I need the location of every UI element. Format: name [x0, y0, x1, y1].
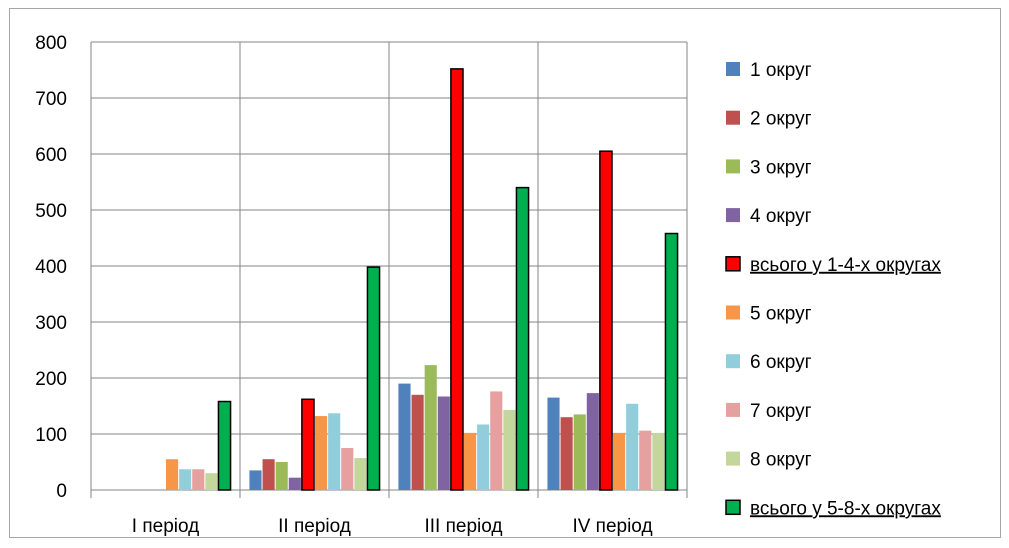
legend-swatch [726, 62, 740, 76]
bar [626, 403, 639, 490]
legend-swatch [726, 451, 740, 466]
bar [398, 383, 411, 490]
y-tick-label: 500 [35, 201, 67, 222]
bar [411, 394, 424, 490]
bar [179, 469, 192, 490]
legend-label: 5 округ [750, 304, 812, 325]
x-tick-label: II період [278, 516, 351, 537]
bar [477, 424, 490, 490]
legend-label: всього у 5-8-х округах [750, 498, 941, 519]
bar [275, 462, 288, 490]
bar [515, 186, 530, 491]
bar [450, 68, 464, 491]
bar [301, 398, 315, 491]
legend-label: 4 округ [750, 206, 812, 227]
y-tick-label: 800 [35, 33, 67, 54]
legend-label: 8 округ [750, 450, 812, 471]
bar [315, 416, 328, 490]
bar [490, 391, 503, 490]
bar [437, 396, 450, 490]
bar [613, 432, 626, 490]
y-tick-label: 300 [35, 313, 67, 334]
y-tick-label: 0 [56, 481, 67, 502]
legend-label: 7 округ [750, 401, 812, 422]
bar [217, 400, 232, 491]
bar [166, 459, 179, 490]
legend-label: 1 округ [750, 60, 812, 81]
bar [366, 266, 381, 491]
bar [328, 413, 341, 490]
legend-label: 6 округ [750, 352, 812, 373]
bar [639, 430, 652, 490]
axes: 0 100 200 300 400 500 600 700 800 I період II пері… [35, 33, 652, 537]
x-tick-label: IV період [572, 516, 652, 537]
y-tick-label: 400 [35, 257, 67, 278]
legend-swatch [726, 402, 740, 417]
bar [503, 409, 516, 490]
legend: 1 округ 2 округ 3 округ 4 округ всього у 1-4… [725, 60, 941, 519]
x-tick-label: I період [132, 516, 199, 537]
legend-swatch [726, 208, 740, 223]
bar [573, 414, 586, 490]
legend-swatch [726, 110, 740, 125]
bar [599, 150, 613, 491]
legend-swatch [726, 305, 740, 320]
y-tick-label: 600 [35, 145, 67, 166]
bar [560, 417, 573, 490]
bar [547, 397, 560, 490]
bar [652, 432, 665, 490]
legend-swatch [725, 256, 741, 272]
y-tick-label: 100 [35, 425, 67, 446]
x-tick-label: III період [425, 516, 503, 537]
bars [166, 68, 679, 491]
legend-swatch [726, 354, 740, 369]
y-tick-label: 700 [35, 89, 67, 110]
legend-swatch [726, 159, 740, 174]
bar [288, 477, 301, 490]
bar [262, 459, 275, 490]
legend-label: 2 округ [750, 109, 812, 130]
legend-label: 3 округ [750, 157, 812, 178]
bar [205, 473, 218, 490]
bar [424, 365, 437, 490]
legend-swatch [725, 499, 741, 516]
bar [586, 393, 599, 490]
y-tick-label: 200 [35, 369, 67, 390]
bar [354, 458, 367, 490]
bar [192, 469, 205, 490]
bar [341, 448, 354, 490]
legend-label: всього у 1-4-х округах [750, 255, 941, 276]
bar [464, 432, 477, 490]
bar [664, 232, 679, 491]
bar [249, 470, 262, 490]
